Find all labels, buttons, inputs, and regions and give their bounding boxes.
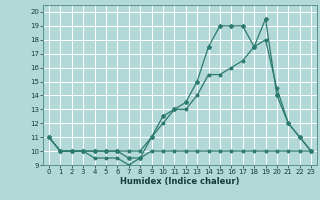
X-axis label: Humidex (Indice chaleur): Humidex (Indice chaleur) bbox=[120, 177, 240, 186]
